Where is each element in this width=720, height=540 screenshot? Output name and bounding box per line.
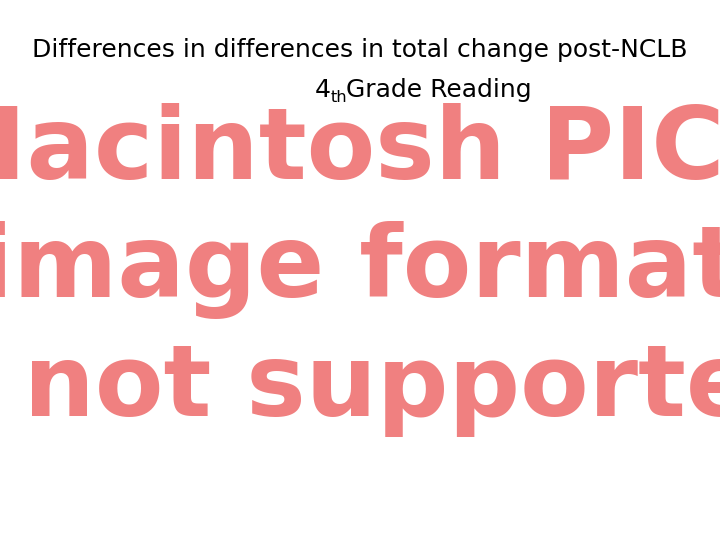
Text: th: th xyxy=(330,90,347,105)
Text: is not supported: is not supported xyxy=(0,340,720,437)
Text: image format: image format xyxy=(0,221,720,319)
Text: Macintosh PICT: Macintosh PICT xyxy=(0,103,720,200)
Text: 4: 4 xyxy=(315,78,330,102)
Text: Grade Reading: Grade Reading xyxy=(338,78,532,102)
Text: Differences in differences in total change post-NCLB: Differences in differences in total chan… xyxy=(32,38,688,62)
